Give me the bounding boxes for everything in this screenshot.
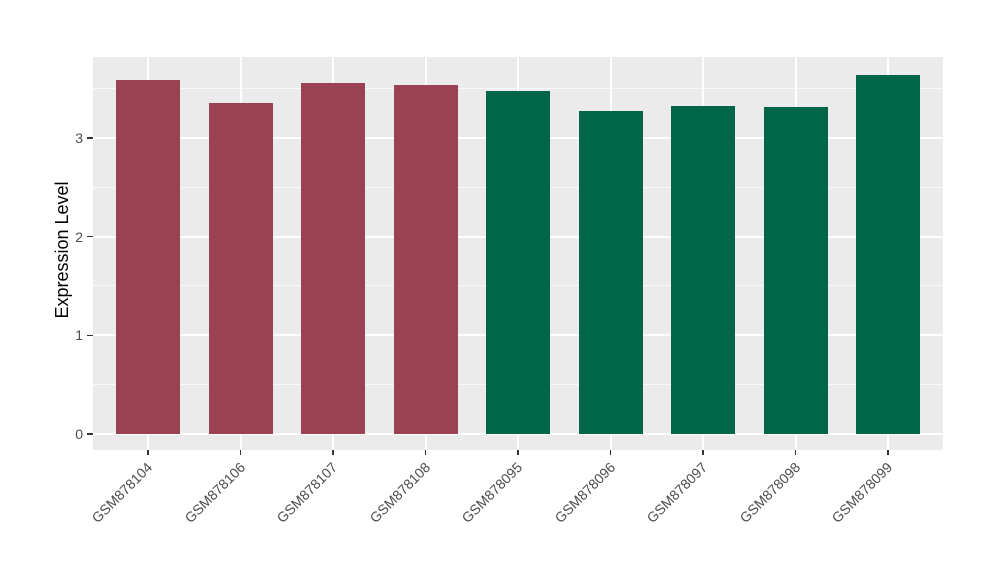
x-tick-label-GSM878107: GSM878107 [273, 459, 341, 526]
y-axis-title: Expression Level [52, 181, 72, 319]
bar-GSM878104 [116, 79, 180, 434]
y-tick-mark [87, 433, 93, 435]
x-tick-mark [147, 450, 149, 455]
y-tick-mark [87, 137, 93, 139]
bar-GSM878099 [856, 74, 920, 434]
x-tick-mark [609, 450, 612, 455]
x-tick-mark [517, 450, 519, 455]
x-tick-label-GSM878097: GSM878097 [643, 459, 711, 526]
x-tick-label-GSM878099: GSM878099 [828, 459, 896, 526]
x-tick-label-GSM878106: GSM878106 [180, 459, 248, 526]
y-tick-label: 3 [75, 129, 83, 146]
x-tick-label-GSM878104: GSM878104 [88, 459, 156, 526]
bar-GSM878107 [301, 82, 365, 434]
plot-panel [93, 57, 943, 450]
x-tick-mark [424, 450, 427, 455]
bar-GSM878095 [486, 90, 550, 434]
bar-GSM878097 [671, 106, 735, 434]
y-tick-label: 1 [75, 327, 83, 344]
bar-GSM878106 [208, 103, 273, 434]
y-tick-mark [87, 235, 93, 238]
bar-GSM878098 [763, 107, 828, 434]
y-tick-label: 0 [75, 426, 83, 442]
x-tick-label-GSM878096: GSM878096 [550, 459, 618, 526]
y-tick-label: 2 [75, 228, 83, 245]
bar-GSM878096 [578, 111, 643, 434]
y-tick-mark [87, 334, 93, 337]
minor-gridline [93, 88, 943, 90]
x-tick-mark [702, 450, 704, 455]
x-tick-mark [887, 450, 889, 455]
x-tick-label-GSM878095: GSM878095 [458, 459, 526, 526]
x-tick-mark [332, 450, 334, 455]
x-tick-label-GSM878098: GSM878098 [735, 459, 803, 526]
x-tick-mark [794, 450, 797, 455]
bar-GSM878108 [393, 84, 458, 434]
x-tick-label-GSM878108: GSM878108 [365, 459, 433, 526]
x-tick-mark [239, 450, 242, 455]
major-gridline [93, 433, 943, 435]
